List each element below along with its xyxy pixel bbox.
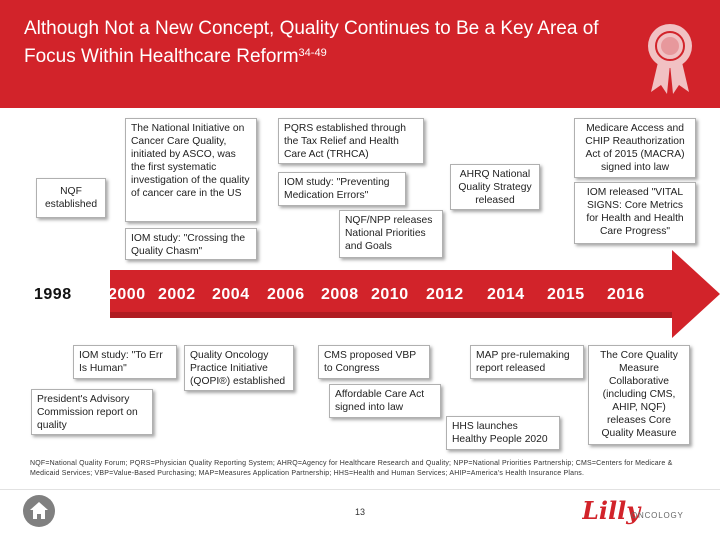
year-label: 2015 — [547, 286, 585, 303]
event-nqf-established: NQF established — [36, 178, 106, 218]
event-nqf-npp: NQF/NPP releases National Priorities and… — [339, 210, 443, 258]
event-to-err-is-human: IOM study: "To Err Is Human" — [73, 345, 177, 379]
footnote-abbreviations: NQF=National Quality Forum; PQRS=Physici… — [30, 460, 673, 477]
year-label: 2014 — [487, 286, 525, 303]
year-label: 2004 — [212, 286, 250, 303]
event-core-quality-measure: The Core Quality Measure Collaborative (… — [588, 345, 690, 445]
home-icon[interactable] — [22, 494, 56, 528]
slide-title: Although Not a New Concept, Quality Cont… — [24, 16, 624, 69]
event-crossing-chasm: IOM study: "Crossing the Quality Chasm" — [125, 228, 257, 260]
award-ribbon-icon — [648, 24, 692, 94]
timeline-arrow — [0, 250, 720, 338]
event-cms-vbp: CMS proposed VBP to Congress — [318, 345, 430, 379]
page-number: 13 — [354, 507, 365, 517]
svg-text:Lilly: Lilly — [582, 496, 642, 525]
year-label: 2010 — [371, 286, 409, 303]
lilly-logo: Lilly — [582, 496, 642, 525]
event-hhs-healthy-people: HHS launches Healthy People 2020 — [446, 416, 560, 450]
event-ahrq-strategy: AHRQ National Quality Strategy released — [450, 164, 540, 210]
event-macra: Medicare Access and CHIP Reauthorization… — [574, 118, 696, 178]
title-text: Although Not a New Concept, Quality Cont… — [24, 18, 599, 67]
year-label: 2016 — [607, 286, 645, 303]
year-label: 2002 — [158, 286, 196, 303]
year-label: 2012 — [426, 286, 464, 303]
year-label: 2000 — [108, 286, 146, 303]
year-label: 1998 — [34, 286, 72, 303]
year-label: 2006 — [267, 286, 305, 303]
event-medication-errors: IOM study: "Preventing Medication Errors… — [278, 172, 406, 206]
event-ncqi: The National Initiative on Cancer Care Q… — [125, 118, 257, 222]
event-map-report: MAP pre-rulemaking report released — [470, 345, 584, 379]
year-label: 2008 — [321, 286, 359, 303]
footer-divider — [0, 489, 720, 490]
oncology-label: ONCOLOGY — [631, 511, 684, 520]
event-affordable-care-act: Affordable Care Act signed into law — [329, 384, 441, 418]
event-presidents-commission: President's Advisory Commission report o… — [31, 389, 153, 435]
event-vital-signs: IOM released "VITAL SIGNS: Core Metrics … — [574, 182, 696, 244]
header-band — [0, 0, 720, 108]
title-reference: 34-49 — [298, 47, 327, 59]
event-pqrs: PQRS established through the Tax Relief … — [278, 118, 424, 164]
event-qopi: Quality Oncology Practice Initiative (QO… — [184, 345, 294, 391]
